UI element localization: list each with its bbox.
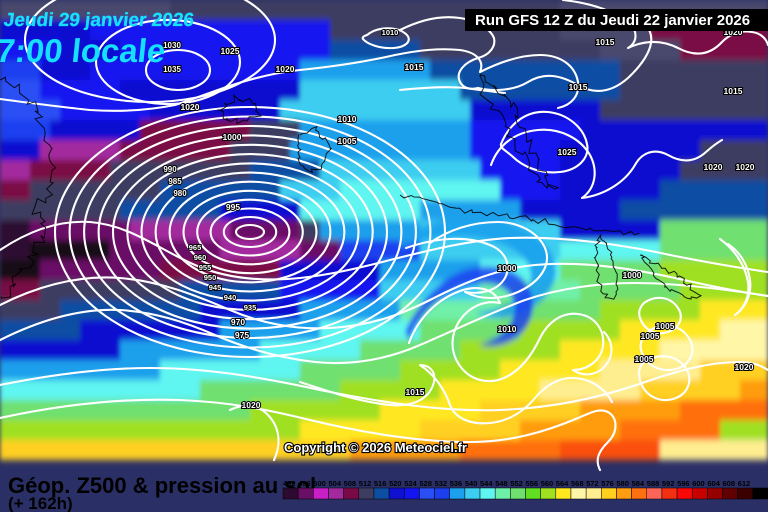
- svg-text:1010: 1010: [498, 324, 517, 334]
- svg-text:516: 516: [374, 479, 387, 488]
- svg-text:568: 568: [571, 479, 584, 488]
- svg-text:1015: 1015: [596, 37, 615, 47]
- svg-text:1010: 1010: [338, 114, 357, 124]
- svg-text:564: 564: [556, 479, 569, 488]
- svg-text:604: 604: [707, 479, 720, 488]
- svg-text:520: 520: [389, 479, 402, 488]
- svg-text:1020: 1020: [704, 162, 723, 172]
- svg-text:7:00 locale: 7:00 locale: [0, 33, 167, 70]
- svg-text:532: 532: [435, 479, 448, 488]
- svg-text:596: 596: [677, 479, 690, 488]
- svg-text:1025: 1025: [221, 46, 240, 56]
- svg-text:945: 945: [209, 283, 222, 292]
- svg-text:1010: 1010: [382, 28, 399, 37]
- svg-text:1020: 1020: [736, 162, 755, 172]
- svg-text:544: 544: [480, 479, 493, 488]
- svg-text:1000: 1000: [623, 270, 642, 280]
- svg-text:(+ 162h): (+ 162h): [8, 494, 73, 512]
- svg-text:572: 572: [586, 479, 599, 488]
- svg-text:Jeudi 29 janvier 2026: Jeudi 29 janvier 2026: [3, 10, 195, 31]
- svg-text:935: 935: [244, 303, 257, 312]
- svg-text:512: 512: [359, 479, 372, 488]
- svg-text:508: 508: [344, 479, 357, 488]
- svg-text:1020: 1020: [735, 362, 754, 372]
- svg-text:1035: 1035: [163, 65, 181, 74]
- svg-text:1025: 1025: [558, 147, 577, 157]
- svg-text:980: 980: [173, 189, 187, 198]
- svg-text:504: 504: [329, 479, 342, 488]
- svg-text:Copyright © 2026 Meteociel.fr: Copyright © 2026 Meteociel.fr: [284, 440, 467, 455]
- svg-text:1015: 1015: [406, 387, 425, 397]
- svg-text:1000: 1000: [223, 132, 242, 142]
- svg-text:950: 950: [204, 273, 217, 282]
- svg-text:556: 556: [526, 479, 539, 488]
- svg-text:975: 975: [235, 330, 249, 340]
- svg-text:1015: 1015: [405, 62, 424, 72]
- svg-text:960: 960: [194, 253, 207, 262]
- svg-text:524: 524: [404, 479, 417, 488]
- svg-text:1020: 1020: [276, 64, 295, 74]
- svg-text:588: 588: [647, 479, 660, 488]
- svg-text:940: 940: [224, 293, 237, 302]
- svg-text:985: 985: [168, 177, 182, 186]
- svg-text:1005: 1005: [656, 321, 675, 331]
- svg-text:612: 612: [738, 479, 751, 488]
- svg-text:965: 965: [189, 243, 202, 252]
- svg-text:1020: 1020: [181, 102, 200, 112]
- svg-text:552: 552: [510, 479, 523, 488]
- svg-text:1015: 1015: [724, 86, 743, 96]
- svg-text:560: 560: [541, 479, 554, 488]
- svg-text:955: 955: [199, 263, 212, 272]
- svg-text:990: 990: [163, 165, 177, 174]
- svg-text:580: 580: [616, 479, 629, 488]
- svg-text:600: 600: [692, 479, 705, 488]
- svg-text:1005: 1005: [641, 331, 660, 341]
- svg-text:1005: 1005: [635, 354, 654, 364]
- svg-text:548: 548: [495, 479, 508, 488]
- svg-text:1005: 1005: [338, 136, 357, 146]
- svg-text:492: 492: [283, 479, 296, 488]
- svg-text:995: 995: [226, 202, 240, 212]
- svg-text:496: 496: [298, 479, 311, 488]
- svg-text:584: 584: [632, 479, 645, 488]
- svg-text:540: 540: [465, 479, 478, 488]
- svg-text:608: 608: [723, 479, 736, 488]
- svg-text:970: 970: [231, 317, 245, 327]
- svg-text:576: 576: [601, 479, 614, 488]
- svg-text:528: 528: [419, 479, 432, 488]
- svg-text:1000: 1000: [498, 263, 517, 273]
- svg-text:536: 536: [450, 479, 463, 488]
- svg-text:500: 500: [313, 479, 326, 488]
- svg-text:Run GFS 12 Z du Jeudi 22 janvi: Run GFS 12 Z du Jeudi 22 janvier 2026: [475, 12, 750, 29]
- svg-text:592: 592: [662, 479, 675, 488]
- svg-text:1020: 1020: [242, 400, 261, 410]
- svg-text:1015: 1015: [569, 82, 588, 92]
